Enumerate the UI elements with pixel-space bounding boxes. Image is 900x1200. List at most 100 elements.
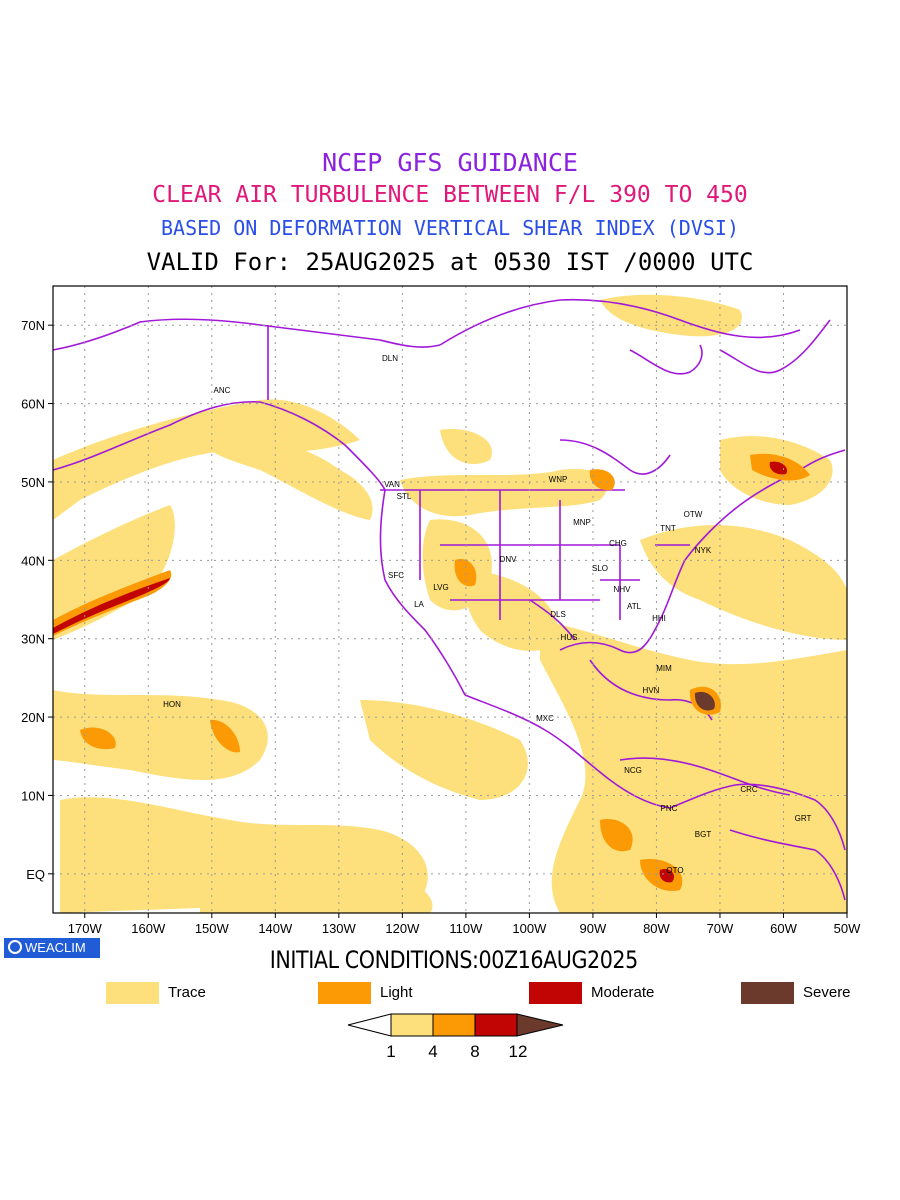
lon-label: 100W xyxy=(512,921,547,936)
lat-label: 50N xyxy=(21,475,45,490)
lat-label: EQ xyxy=(26,867,45,882)
trace-area xyxy=(600,294,742,337)
light-area xyxy=(80,727,116,750)
moderate-area xyxy=(659,869,675,883)
trace-area xyxy=(53,399,360,520)
legend-severe-swatch xyxy=(741,982,794,1004)
station-label-hus: HUS xyxy=(561,633,578,642)
station-label-crc: CRC xyxy=(740,785,758,794)
boundary-line xyxy=(380,489,625,620)
station-label-dls: DLS xyxy=(550,610,566,619)
station-label-chg: CHG xyxy=(609,539,627,548)
lat-label: 20N xyxy=(21,710,45,725)
title-line-1: NCEP GFS GUIDANCE xyxy=(322,148,578,177)
lat-lon-grid xyxy=(48,286,848,918)
lat-label: 10N xyxy=(21,788,45,803)
trace-area xyxy=(53,690,268,780)
trace-area xyxy=(360,700,528,800)
boundary-line xyxy=(53,400,386,491)
latitude-labels: 70N 60N 50N 40N 30N 20N 10N EQ xyxy=(21,318,45,882)
station-label-atl: ATL xyxy=(627,602,642,611)
weaclim-brand: WEACLIM xyxy=(4,938,100,958)
moderate-area xyxy=(769,461,788,475)
boundary-line xyxy=(53,318,441,351)
station-label-ncg: NCG xyxy=(624,766,642,775)
trace-area xyxy=(540,620,847,913)
station-label-grt: GRT xyxy=(795,814,812,823)
station-label-bgt: BGT xyxy=(695,830,712,839)
boundary-line xyxy=(439,298,801,346)
moderate-turbulence-areas xyxy=(53,461,788,883)
boundary-line xyxy=(669,783,846,851)
station-label-pnc: PNC xyxy=(661,804,678,813)
trace-turbulence-areas xyxy=(53,294,847,913)
map-frame xyxy=(52,285,848,914)
lon-label: 140W xyxy=(258,921,293,936)
boundary-line xyxy=(684,449,846,561)
brand-text: WEACLIM xyxy=(25,940,86,955)
ring-logo-icon xyxy=(8,940,22,954)
lon-label: 110W xyxy=(449,921,483,936)
lon-label: 120W xyxy=(385,921,420,936)
boundary-line xyxy=(559,559,686,654)
station-label-otw: OTW xyxy=(684,510,703,519)
station-label-mim: MIM xyxy=(656,664,672,673)
boundary-line xyxy=(379,489,466,696)
station-label-mnp: MNP xyxy=(573,518,591,527)
station-label-van: VAN xyxy=(384,480,400,489)
trace-area xyxy=(440,429,492,465)
trace-area xyxy=(465,570,560,651)
station-label-dnv: DNV xyxy=(500,555,518,564)
lon-label: 70W xyxy=(707,921,734,936)
map-content xyxy=(53,294,847,913)
boundary-line xyxy=(559,439,671,475)
lat-label: 30N xyxy=(21,632,45,647)
coastlines xyxy=(53,298,846,901)
legend-light-swatch xyxy=(318,982,371,1004)
station-label-stl: STL xyxy=(397,492,412,501)
lon-label: 150W xyxy=(195,921,230,936)
lat-label: 70N xyxy=(21,318,45,333)
trace-area xyxy=(200,855,433,913)
station-label-hhi: HHI xyxy=(652,614,666,623)
lon-label: 160W xyxy=(131,921,166,936)
title-line-2: CLEAR AIR TURBULENCE BETWEEN F/L 390 TO … xyxy=(152,182,748,208)
boundary-line xyxy=(529,544,690,641)
legend-severe-label: Severe xyxy=(803,984,851,1001)
boundary-line xyxy=(619,757,791,796)
lon-label: 50W xyxy=(834,921,861,936)
lat-label: 60N xyxy=(21,397,45,412)
light-area xyxy=(210,719,240,753)
legend-trace-swatch xyxy=(106,982,159,1004)
lat-label: 40N xyxy=(21,553,45,568)
station-label-nyk: NYK xyxy=(695,546,712,555)
light-area xyxy=(454,559,477,587)
station-label-mxc: MXC xyxy=(536,714,554,723)
boundary-line xyxy=(464,694,671,809)
lon-label: 90W xyxy=(580,921,607,936)
station-labels: DLN ANC VAN STL WNP OTW MNP TNT CHG NYK DNV SLO SFC L… xyxy=(163,354,811,875)
station-label-dln: DLN xyxy=(382,354,398,363)
trace-area xyxy=(400,469,608,517)
longitude-labels: 170W 160W 150W 140W 130W 120W 110W 100W 90W 80W 70… xyxy=(68,921,861,936)
valid-time: VALID For: 25AUG2025 at 0530 IST /0000 U… xyxy=(146,248,754,276)
trace-area xyxy=(640,525,847,640)
lon-label: 130W xyxy=(322,921,357,936)
initial-conditions: INITIAL CONDITIONS:00Z16AUG2025 xyxy=(269,946,639,974)
station-label-nhv: NHV xyxy=(614,585,632,594)
station-label-tnt: TNT xyxy=(660,524,676,533)
legend-moderate-label: Moderate xyxy=(591,984,655,1001)
lon-label: 170W xyxy=(68,921,103,936)
lon-label: 80W xyxy=(643,921,670,936)
boundary-line xyxy=(629,344,703,375)
station-label-lvg: LVG xyxy=(433,583,448,592)
station-label-hon: HON xyxy=(163,700,181,709)
station-label-hvn: HVN xyxy=(643,686,660,695)
legend-light-label: Light xyxy=(380,984,413,1001)
station-label-anc: ANC xyxy=(214,386,231,395)
trace-area xyxy=(200,436,373,520)
title-line-3: BASED ON DEFORMATION VERTICAL SHEAR INDE… xyxy=(161,216,739,240)
station-label-qto: QTO xyxy=(666,866,683,875)
station-label-sfc: SFC xyxy=(388,571,404,580)
boundary-line xyxy=(729,829,846,901)
